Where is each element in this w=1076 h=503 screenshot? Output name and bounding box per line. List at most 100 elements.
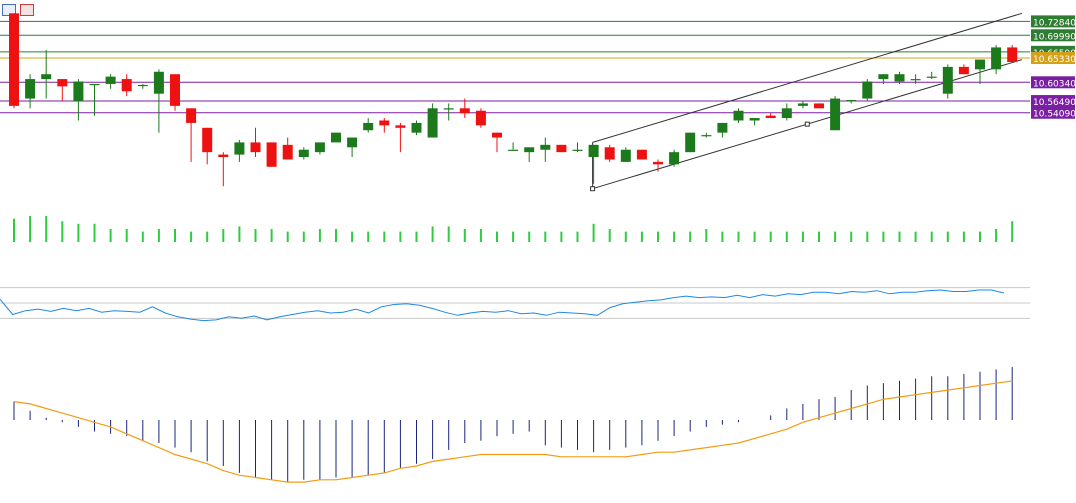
candle-body (202, 127, 213, 153)
candle-body (475, 110, 486, 126)
level-label-box (1031, 95, 1075, 108)
macd-signal-line (13, 380, 1013, 483)
candle-body (250, 142, 261, 153)
candle-body (797, 103, 808, 106)
candle-body (975, 59, 985, 70)
candle-body (508, 149, 519, 151)
candle-body (701, 135, 712, 137)
candle-body (862, 81, 873, 99)
candle-body (524, 147, 535, 153)
candle (910, 74, 921, 84)
candle-body (282, 144, 293, 160)
candle-body (89, 83, 100, 86)
candle (475, 108, 486, 128)
candle-body (636, 149, 647, 160)
candle-body (459, 108, 470, 114)
candle (556, 144, 567, 153)
candle (218, 152, 229, 187)
candle (749, 118, 760, 126)
candle-body (41, 74, 52, 80)
candle-body (830, 98, 841, 131)
candle (958, 64, 969, 75)
candle-body (814, 103, 824, 109)
candle-body (540, 144, 551, 150)
macd (13, 367, 1013, 483)
candle-body (9, 13, 19, 106)
candle (846, 100, 857, 104)
candle-body (298, 149, 309, 158)
candle (508, 142, 519, 151)
candle (492, 132, 502, 153)
candle (73, 79, 84, 121)
candle (331, 132, 341, 143)
level-label: 10.69990 (1033, 32, 1076, 42)
candle-body (653, 161, 663, 165)
candle (89, 83, 100, 116)
candle-body (846, 100, 857, 102)
candle (266, 142, 277, 167)
oscillator-line (0, 289, 1005, 322)
candle (572, 142, 583, 153)
candle-body (669, 152, 680, 165)
candle-body (137, 84, 148, 87)
candle (685, 132, 696, 153)
candle (942, 64, 953, 99)
candle (379, 118, 390, 133)
candle-body (685, 132, 696, 153)
candle (878, 74, 889, 84)
candles (9, 13, 1018, 187)
candle (314, 142, 325, 155)
candle-body (266, 142, 277, 167)
candle-body (25, 79, 36, 99)
level-label-box (1031, 106, 1075, 119)
candle-body (894, 74, 905, 82)
level-label: 10.65330 (1033, 55, 1076, 65)
candle-body (492, 132, 502, 138)
candle-body (411, 122, 422, 133)
candle (137, 83, 148, 89)
candle-body (926, 76, 937, 78)
candle (202, 127, 213, 165)
candle (282, 137, 293, 160)
candle (41, 49, 52, 99)
candle-body (170, 74, 180, 106)
candle-body (427, 108, 438, 138)
level-label-box (1031, 51, 1075, 64)
candle (427, 103, 438, 138)
candle-body (331, 132, 341, 143)
candle-body (572, 149, 583, 151)
channel-upper-line (592, 12, 1023, 143)
candle (814, 103, 824, 109)
candle-body (733, 110, 744, 121)
candle-body (105, 76, 116, 84)
candle (524, 147, 535, 162)
candle (1007, 44, 1018, 63)
candle-body (781, 108, 792, 119)
candle (653, 159, 663, 172)
candle-body (991, 47, 1002, 70)
volume-bars (13, 216, 1014, 242)
candle (588, 144, 599, 184)
candle (363, 118, 374, 133)
candle (411, 120, 422, 136)
candle (234, 139, 245, 162)
candle (121, 74, 132, 97)
candle (298, 147, 309, 160)
indicator-icon[interactable] (20, 4, 34, 16)
candle (975, 59, 985, 84)
candle (620, 147, 631, 162)
candle (250, 127, 261, 158)
level-label-box (1031, 76, 1075, 89)
level-labels: 10.7284010.6999010.6659010.6533010.60340… (1031, 15, 1076, 120)
candle-body (57, 79, 68, 87)
candle-body (73, 81, 84, 101)
level-label: 10.54090 (1033, 110, 1076, 120)
channel-anchor (804, 121, 810, 127)
candle (540, 137, 551, 162)
candle (926, 71, 937, 80)
candle (186, 108, 197, 162)
level-lines (0, 20, 1030, 114)
candle (170, 74, 180, 111)
candle (781, 103, 792, 121)
